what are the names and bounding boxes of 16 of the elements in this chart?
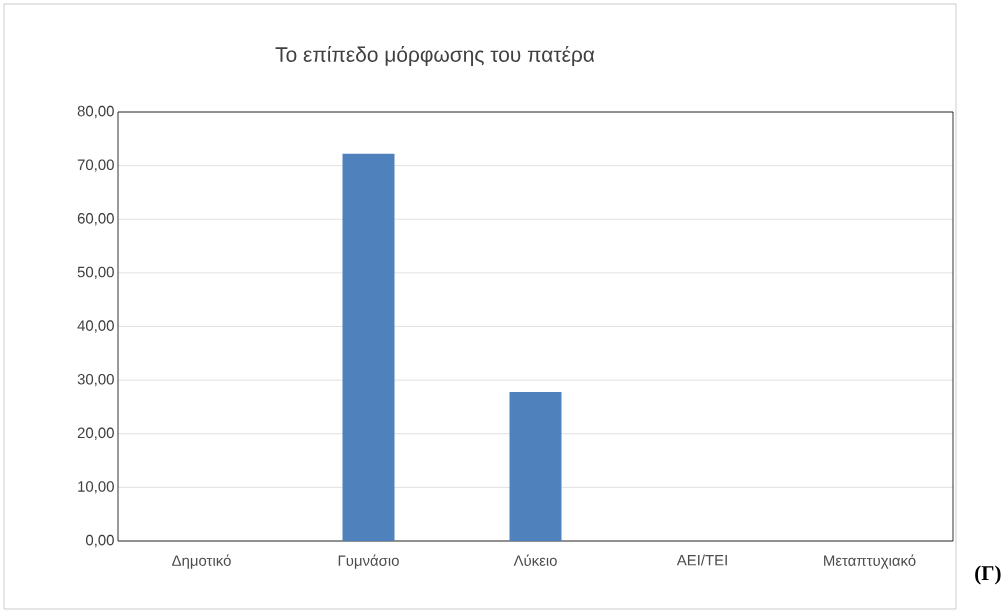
- chart-title: Το επίπεδο μόρφωσης του πατέρα: [275, 45, 595, 67]
- x-tick-label: Γυμνάσιο: [338, 554, 399, 569]
- y-tick-label: 20,00: [77, 427, 114, 440]
- x-tick-label: Λύκειο: [513, 554, 557, 566]
- x-tick-label: ΑΕΙ/ΤΕΙ: [676, 554, 727, 566]
- x-tick-label: Μεταπτυχιακό: [824, 554, 916, 569]
- x-tick-label: Δημοτικό: [172, 554, 231, 569]
- y-tick-label: 80,00: [77, 105, 114, 119]
- y-tick-label: 10,00: [78, 481, 114, 494]
- y-tick-label: 0,00: [85, 534, 114, 548]
- y-tick-label: 70,00: [77, 159, 114, 172]
- y-tick-label: 30,00: [77, 373, 114, 387]
- y-tick-label: 60,00: [77, 213, 114, 226]
- y-tick-label: 40,00: [77, 320, 114, 333]
- text: (Γ): [975, 565, 1001, 585]
- y-tick-label: 50,00: [77, 266, 114, 280]
